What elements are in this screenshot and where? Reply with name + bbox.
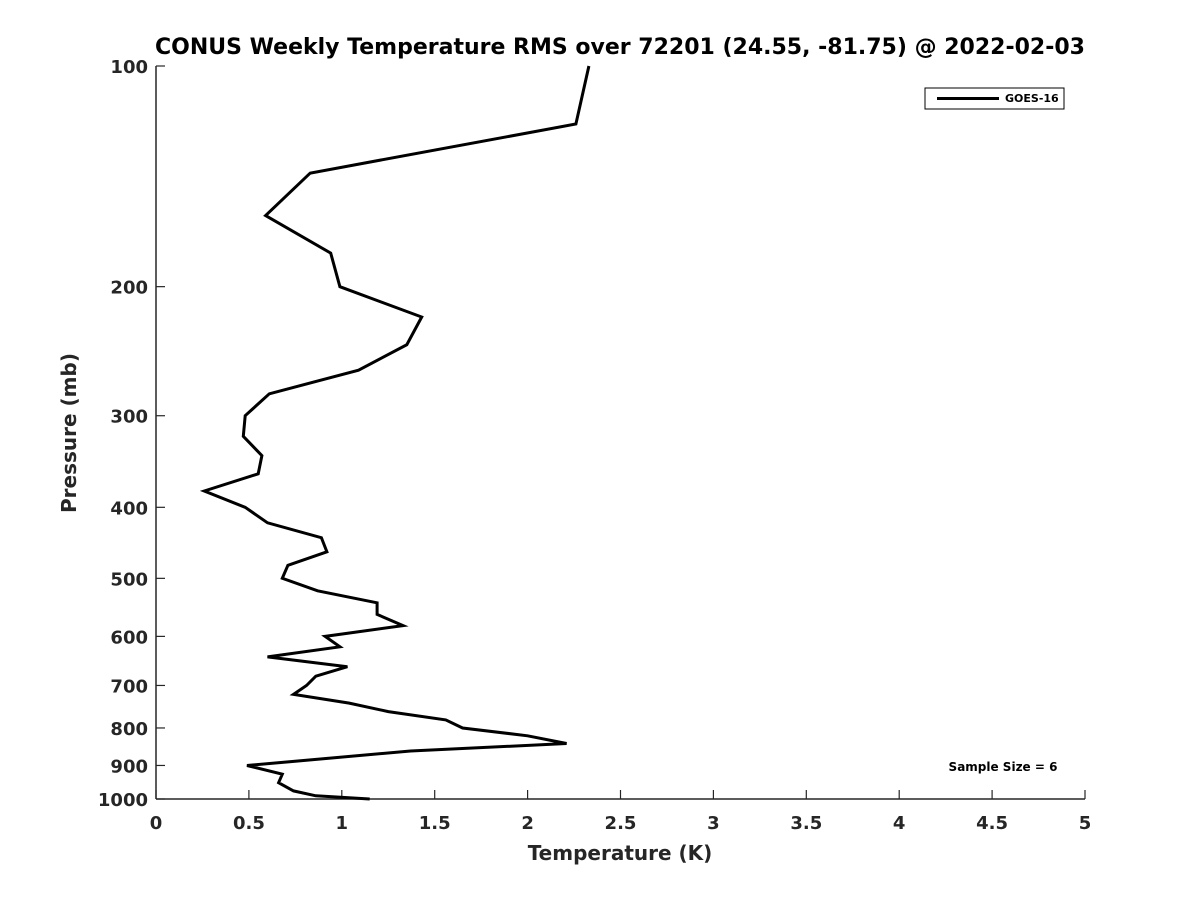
y-tick-label: 1000 [98,790,148,811]
x-tick-label: 3.5 [790,813,822,834]
y-axis-label: Pressure (mb) [57,353,81,513]
y-tick-label: 700 [110,676,148,697]
chart-title: CONUS Weekly Temperature RMS over 72201 … [155,35,1085,60]
y-tick-label: 600 [110,627,148,648]
y-tick-label: 300 [110,407,148,428]
y-tick-label: 200 [110,278,148,299]
x-tick-label: 1.5 [419,813,451,834]
y-tick-label: 400 [110,498,148,519]
sample-size-annotation: Sample Size = 6 [949,760,1058,774]
x-tick-label: 0.5 [233,813,265,834]
x-tick-label: 0 [150,813,163,834]
x-tick-label: 5 [1079,813,1092,834]
y-tick-label: 800 [110,719,148,740]
x-tick-label: 3 [707,813,720,834]
x-axis-label: Temperature (K) [528,841,713,865]
y-tick-label: 500 [110,569,148,590]
y-tick-label: 900 [110,756,148,777]
y-tick-label: 100 [110,57,148,78]
x-tick-label: 1 [336,813,349,834]
x-tick-label: 2 [521,813,534,834]
x-tick-label: 4.5 [976,813,1008,834]
axes: 0 0.5 1 1.5 2 2.5 3 3.5 4 4.5 5 100 200 300 400 500 600 7… [98,57,1091,834]
x-tick-label: 2.5 [605,813,637,834]
x-tick-label: 4 [893,813,906,834]
series-line-goes-16 [199,65,591,801]
legend-entry-goes-16: GOES-16 [1005,92,1059,105]
legend: GOES-16 [924,87,1065,110]
